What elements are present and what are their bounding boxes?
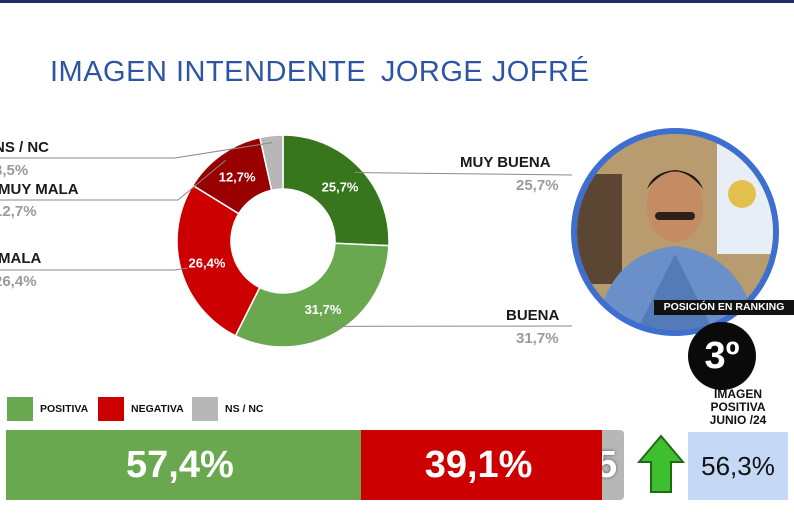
bar-negativa: 39,1% <box>360 430 603 500</box>
donut-label-muy-mala: 12,7% <box>219 170 256 185</box>
legend-item-ns-nc: NS / NC <box>192 397 264 421</box>
legend-label-negativa: NEGATIVA <box>131 403 184 415</box>
legend-item-positiva: POSITIVA <box>7 397 88 421</box>
donut-slice-mala <box>176 184 261 337</box>
ranking-caption-line-3: JUNIO /24 <box>709 413 767 427</box>
bar-positiva: 57,4% <box>6 430 361 500</box>
donut-label-mala: 26,4% <box>189 256 226 271</box>
portrait-frame <box>571 128 779 336</box>
legend-item-negativa: NEGATIVA <box>98 397 184 421</box>
bar-value-positiva: 57,4% <box>126 444 234 486</box>
leader-muy-buena <box>354 172 573 176</box>
label-ns-nc: NS / NC <box>0 139 50 156</box>
donut-label-buena: 31,7% <box>305 302 342 317</box>
value-muy-mala: 12,7% <box>0 203 37 220</box>
value-muy-buena: 25,7% <box>516 177 559 194</box>
top-border <box>0 0 794 3</box>
ranking-caption: IMAGEN POSITIVA JUNIO /24 <box>688 388 788 427</box>
page-title: IMAGEN INTENDENTE JORGE JOFRÉ <box>50 56 589 89</box>
bar-value-negativa: 39,1% <box>424 444 533 486</box>
up-arrow-icon <box>637 434 685 493</box>
title-part-2: JORGE JOFRÉ <box>380 56 590 88</box>
legend-swatch-negativa <box>98 397 124 421</box>
leader-ns-nc <box>0 142 273 159</box>
legend-label-positiva: POSITIVA <box>40 403 89 415</box>
donut-label-muy-buena: 25,7% <box>322 179 359 194</box>
ranking-caption-line-1: IMAGEN <box>714 387 762 401</box>
label-buena: BUENA <box>506 307 560 324</box>
leader-mala <box>0 267 188 271</box>
legend-label-ns-nc: NS / NC <box>225 403 264 415</box>
legend-swatch-ns-nc <box>192 397 218 421</box>
bar-ns-nc: 3,5 <box>602 430 624 500</box>
label-mala: MALA <box>0 250 42 267</box>
value-buena: 31,7% <box>516 330 559 347</box>
ranking-banner: POSICIÓN EN RANKING <box>654 300 794 315</box>
label-muy-mala: MUY MALA <box>0 181 79 198</box>
value-ns-nc: 3,5% <box>0 162 29 179</box>
value-mala: 26,4% <box>0 273 37 290</box>
label-muy-buena: MUY BUENA <box>460 154 551 171</box>
ranking-position-badge: 3º <box>688 322 756 390</box>
ranking-score: 56,3% <box>688 432 788 500</box>
bar-value-ns-nc: 3,5 <box>602 444 618 486</box>
donut-slice-buena <box>234 242 390 348</box>
legend-swatch-positiva <box>7 397 33 421</box>
donut-slice-ns-nc <box>258 134 284 192</box>
title-part-1: IMAGEN INTENDENTE <box>50 56 367 88</box>
ranking-caption-line-2: POSITIVA <box>710 400 766 414</box>
donut-slice-muy-buena <box>282 134 390 247</box>
leader-muy-mala <box>0 159 226 201</box>
